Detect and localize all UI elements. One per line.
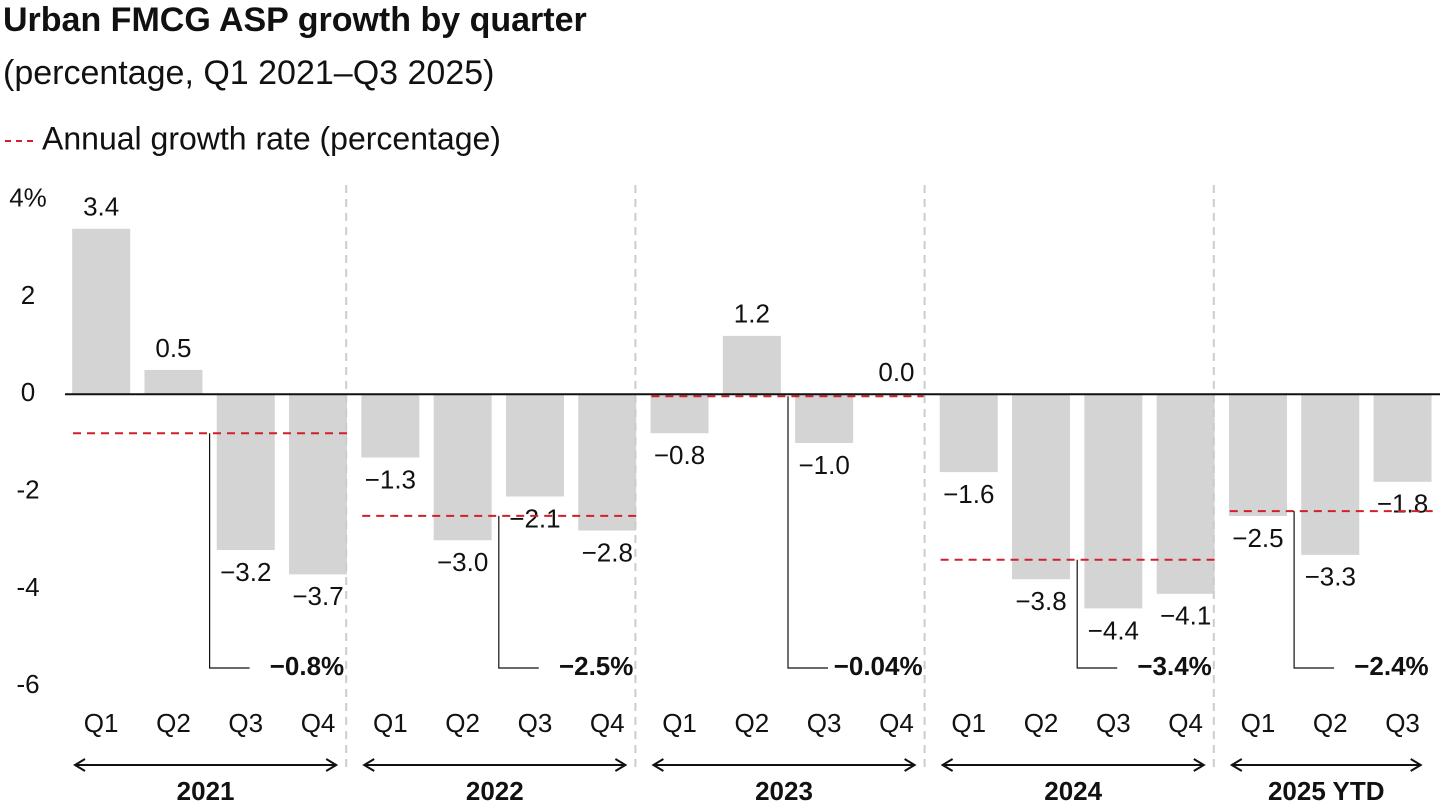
value-label: −3.3 bbox=[1305, 562, 1356, 592]
y-tick-label: 2 bbox=[21, 280, 35, 310]
bar bbox=[72, 228, 131, 395]
bar bbox=[795, 394, 854, 443]
x-tick-label: Q1 bbox=[1241, 708, 1276, 738]
value-label: 3.4 bbox=[83, 192, 119, 222]
year-arrow bbox=[940, 758, 1206, 772]
x-tick-label: Q3 bbox=[1385, 708, 1420, 738]
x-tick-label: Q1 bbox=[662, 708, 697, 738]
y-tick-label: -6 bbox=[16, 669, 39, 699]
x-tick-label: Q3 bbox=[228, 708, 263, 738]
value-label: −1.6 bbox=[943, 479, 994, 509]
value-label: −1.8 bbox=[1377, 489, 1428, 519]
x-tick-label: Q4 bbox=[301, 708, 336, 738]
x-tick-label: Q2 bbox=[156, 708, 191, 738]
y-tick-label: -4 bbox=[16, 572, 39, 602]
year-arrow bbox=[73, 758, 339, 772]
year-label: 2023 bbox=[755, 776, 813, 806]
annual-label: −3.4% bbox=[1137, 651, 1211, 681]
bar bbox=[1084, 394, 1143, 609]
bar bbox=[1373, 394, 1432, 482]
bar bbox=[289, 394, 348, 575]
bar bbox=[1156, 394, 1215, 594]
value-label: −1.0 bbox=[798, 450, 849, 480]
value-label: −3.0 bbox=[437, 547, 488, 577]
annual-label: −0.04% bbox=[834, 651, 923, 681]
annual-label: −2.4% bbox=[1354, 651, 1428, 681]
value-label: −3.2 bbox=[220, 557, 271, 587]
value-label: −4.4 bbox=[1088, 615, 1139, 645]
callout-line bbox=[209, 433, 250, 669]
x-tick-label: Q1 bbox=[951, 708, 986, 738]
x-tick-label: Q2 bbox=[1024, 708, 1059, 738]
x-tick-label: Q2 bbox=[445, 708, 480, 738]
value-label: 0.5 bbox=[155, 333, 191, 363]
legend-label: Annual growth rate (percentage) bbox=[42, 120, 501, 156]
bar bbox=[578, 394, 637, 531]
chart-title: Urban FMCG ASP growth by quarter bbox=[3, 1, 587, 39]
x-tick-label: Q1 bbox=[84, 708, 119, 738]
value-label: −2.5 bbox=[1232, 523, 1283, 553]
value-label: −3.8 bbox=[1015, 586, 1066, 616]
value-label: −1.3 bbox=[365, 464, 416, 494]
year-arrow bbox=[362, 758, 628, 772]
annual-label: −0.8% bbox=[270, 651, 344, 681]
bar bbox=[433, 394, 492, 541]
value-label: −4.1 bbox=[1160, 601, 1211, 631]
bar bbox=[361, 394, 420, 458]
callout-line bbox=[1293, 511, 1335, 669]
x-tick-label: Q4 bbox=[590, 708, 625, 738]
year-arrow bbox=[651, 758, 917, 772]
year-label: 2021 bbox=[177, 776, 235, 806]
y-tick-label: 4% bbox=[9, 182, 47, 212]
x-tick-label: Q2 bbox=[735, 708, 770, 738]
bar bbox=[216, 394, 275, 550]
x-tick-label: Q2 bbox=[1313, 708, 1348, 738]
bar bbox=[939, 394, 998, 473]
x-tick-label: Q3 bbox=[518, 708, 553, 738]
value-label: −2.8 bbox=[582, 537, 633, 567]
year-arrow bbox=[1229, 758, 1423, 772]
value-label: 0.0 bbox=[878, 357, 914, 387]
callout-line bbox=[498, 515, 539, 669]
x-tick-label: Q3 bbox=[807, 708, 842, 738]
bar bbox=[1012, 394, 1071, 580]
x-tick-label: Q4 bbox=[879, 708, 914, 738]
x-tick-label: Q4 bbox=[1168, 708, 1203, 738]
year-label: 2024 bbox=[1044, 776, 1102, 806]
bar bbox=[722, 335, 781, 395]
value-label: −0.8 bbox=[654, 440, 705, 470]
y-tick-label: 0 bbox=[21, 377, 35, 407]
callout-line bbox=[1076, 559, 1118, 669]
chart-subtitle: (percentage, Q1 2021–Q3 2025) bbox=[3, 54, 494, 92]
value-label: 1.2 bbox=[734, 299, 770, 329]
bar bbox=[144, 369, 203, 395]
bar bbox=[1228, 394, 1287, 516]
annual-label: −2.5% bbox=[559, 651, 633, 681]
y-tick-label: -2 bbox=[16, 474, 39, 504]
x-tick-label: Q3 bbox=[1096, 708, 1131, 738]
callout-line bbox=[787, 396, 828, 669]
value-label: −3.7 bbox=[292, 581, 343, 611]
bar bbox=[650, 394, 709, 434]
year-label: 2022 bbox=[466, 776, 524, 806]
bar bbox=[1301, 394, 1360, 555]
year-label: 2025 YTD bbox=[1268, 776, 1385, 806]
bar bbox=[505, 394, 564, 497]
x-tick-label: Q1 bbox=[373, 708, 408, 738]
value-label: −2.1 bbox=[509, 503, 560, 533]
